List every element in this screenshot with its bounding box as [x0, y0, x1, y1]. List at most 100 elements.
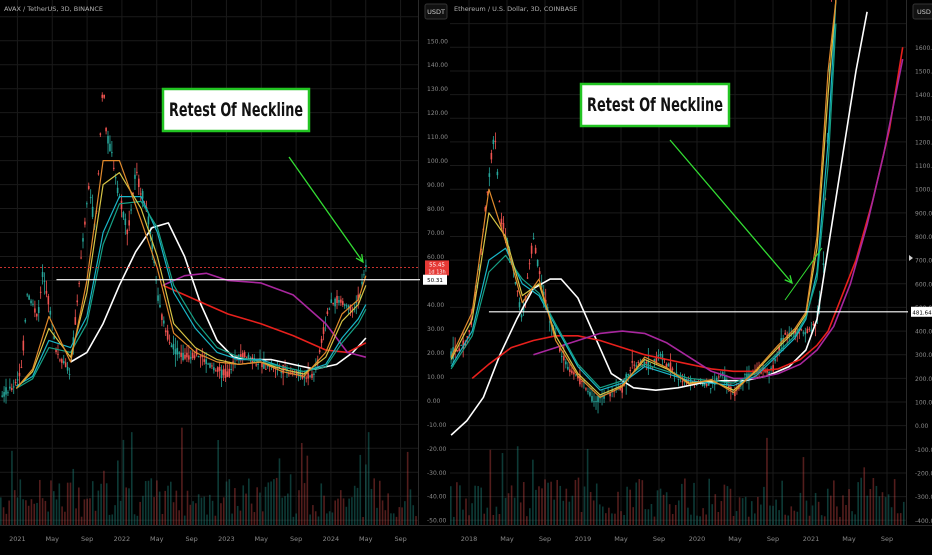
volume-bar	[605, 513, 607, 525]
volume-bar	[519, 502, 522, 525]
volume-bar	[264, 486, 267, 525]
candle-body	[353, 308, 356, 310]
candle-body	[464, 343, 466, 346]
annotation-box	[579, 82, 731, 128]
candle-body	[724, 375, 726, 383]
volume-bar	[119, 500, 122, 525]
volume-bar	[492, 514, 495, 525]
volume-bar	[763, 486, 765, 525]
candle-body	[655, 356, 658, 363]
volume-bar	[674, 504, 677, 525]
volume-bar	[58, 483, 61, 525]
time-axis-eth: 2018 May Sep 2019 May Sep 2020 May Sep 2021 May Sep	[461, 535, 893, 543]
volume-bar	[790, 506, 793, 525]
candle-body	[149, 230, 152, 235]
candle-body	[205, 359, 207, 365]
candle-body	[191, 352, 194, 359]
price-axis-tick: 600.00	[915, 281, 932, 288]
candle-body	[16, 379, 19, 381]
volume-bar	[848, 489, 850, 525]
candle-body	[61, 359, 63, 363]
volume-bar	[306, 455, 309, 525]
price-axis-tick: 1600.00	[915, 45, 932, 52]
candle-body	[309, 375, 311, 377]
candle-body	[343, 304, 346, 306]
candle-body	[303, 376, 306, 378]
candle-body	[669, 362, 672, 372]
price-axis-tick: 400.00	[915, 329, 932, 336]
volume-bar	[8, 500, 10, 525]
candle-body	[10, 387, 13, 391]
current-price-label: 55.45	[429, 262, 445, 268]
candle-body	[334, 298, 336, 307]
candle-body	[28, 295, 30, 300]
volume-bar	[635, 482, 638, 525]
candle-body	[363, 274, 365, 276]
price-axis-tick: -300.00	[915, 494, 932, 501]
candle-body	[679, 376, 682, 378]
candle-body	[357, 294, 359, 301]
candle-body	[822, 263, 825, 265]
volume-bar	[33, 503, 36, 525]
candle-body	[673, 373, 676, 377]
candle-body	[157, 295, 159, 301]
annotation-arrow-head	[355, 254, 364, 264]
volume-bar	[356, 487, 359, 525]
volume-bar	[353, 485, 356, 525]
candle-body	[189, 357, 192, 359]
volume-bar	[130, 432, 133, 525]
volume-bar	[902, 501, 905, 525]
chart-title: AVAX / TetherUS, 3D, BINANCE	[4, 5, 103, 13]
chart-title: Ethereum / U.S. Dollar, 3D, COINBASE	[454, 5, 577, 13]
volume-bar	[39, 479, 41, 525]
volume-bar	[178, 510, 180, 525]
time-axis-tick: May	[46, 535, 60, 543]
candle-body	[43, 280, 46, 282]
volume-bar	[117, 460, 119, 525]
candle-body	[322, 327, 325, 334]
candle-body	[717, 376, 720, 378]
time-axis-tick: Sep	[539, 535, 551, 543]
candle-body	[627, 374, 630, 376]
volume-bar	[453, 516, 455, 525]
volume-bar	[334, 500, 336, 525]
volume-bar	[839, 516, 841, 525]
price-axis-tick: 140.00	[427, 62, 448, 69]
volume-bar	[133, 514, 136, 525]
volume-bar	[401, 507, 403, 525]
axis-marker-icon	[909, 255, 913, 261]
candle-body	[99, 133, 102, 135]
volume-bar	[273, 479, 275, 525]
candle-body	[802, 332, 805, 334]
candle-body	[170, 345, 173, 348]
volume-bar	[100, 483, 102, 525]
candle-body	[792, 333, 795, 335]
candle-body	[238, 354, 240, 357]
volume-bar	[735, 511, 738, 525]
candle-body	[116, 187, 119, 194]
volume-bar	[390, 513, 392, 525]
candle-body	[141, 191, 144, 199]
volume-bar	[225, 481, 228, 525]
volume-bar	[799, 492, 802, 525]
candle-body	[460, 345, 462, 347]
volume-bar	[231, 513, 233, 525]
candle-body	[261, 361, 263, 368]
currency-badge	[424, 3, 448, 20]
candle-body	[136, 171, 138, 173]
candle-body	[37, 307, 40, 313]
candle-body	[340, 299, 342, 303]
trend-line	[784, 247, 823, 301]
candle-body	[120, 200, 123, 210]
volume-bar	[5, 513, 8, 525]
volume-bar	[52, 491, 55, 525]
plot-area	[0, 0, 418, 525]
candle-body	[80, 257, 82, 259]
candle-body	[66, 366, 69, 371]
volume-bar	[11, 450, 13, 525]
volume-bar	[592, 500, 595, 525]
candle-body	[585, 388, 587, 390]
volume-bar	[671, 513, 674, 525]
candle-body	[589, 391, 591, 396]
candle-body	[516, 290, 519, 292]
